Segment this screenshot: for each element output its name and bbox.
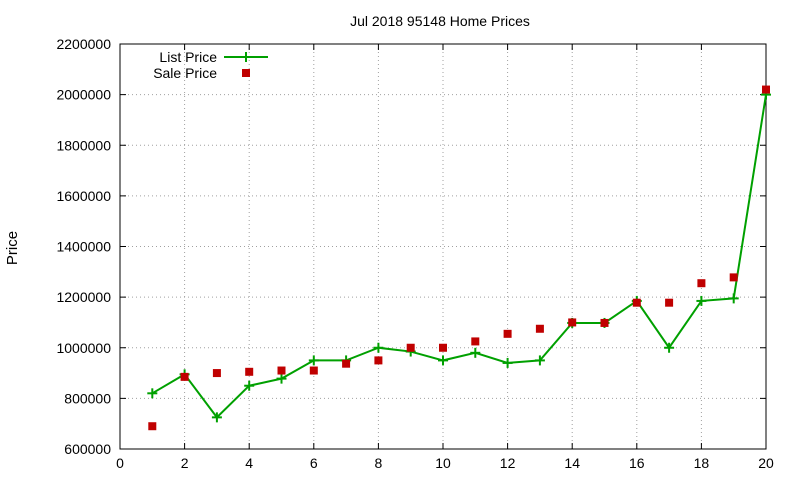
data-point xyxy=(697,279,706,288)
y-tick-label: 2200000 xyxy=(56,36,111,52)
x-tick-label: 10 xyxy=(435,455,451,471)
data-point xyxy=(762,85,770,94)
y-tick-label: 600000 xyxy=(64,441,111,457)
data-point xyxy=(276,373,287,384)
data-point xyxy=(374,356,383,365)
data-point xyxy=(245,367,254,376)
grid xyxy=(120,44,766,449)
data-point xyxy=(439,343,447,352)
data-point xyxy=(632,298,641,307)
data-point xyxy=(600,318,609,327)
y-tick-label: 1800000 xyxy=(56,137,111,153)
data-point xyxy=(470,347,481,358)
data-point xyxy=(309,366,318,375)
data-point xyxy=(535,324,544,333)
x-tick-label: 20 xyxy=(758,455,774,471)
x-tick-label: 18 xyxy=(694,455,710,471)
x-tick-label: 16 xyxy=(629,455,645,471)
x-tick-label: 6 xyxy=(310,455,318,471)
x-tick-label: 14 xyxy=(564,455,580,471)
y-axis-label: Price xyxy=(4,231,21,265)
data-point xyxy=(502,357,513,368)
x-tick-label: 0 xyxy=(116,455,124,471)
data-point xyxy=(696,295,707,306)
y-tick-label: 2000000 xyxy=(56,87,111,103)
series xyxy=(147,85,771,431)
data-point xyxy=(147,388,158,399)
data-point xyxy=(406,343,415,352)
data-point xyxy=(664,342,675,353)
series-line xyxy=(151,94,767,419)
series-list-price xyxy=(147,89,771,423)
y-tick-label: 1200000 xyxy=(56,289,111,305)
legend-label: List Price xyxy=(159,49,217,65)
y-tick-label: 1600000 xyxy=(56,188,111,204)
data-point xyxy=(212,369,221,378)
data-point xyxy=(342,359,351,368)
data-point xyxy=(503,329,512,338)
data-point xyxy=(277,366,286,375)
data-point xyxy=(148,422,157,431)
y-tick-label: 1000000 xyxy=(56,340,111,356)
data-point xyxy=(211,412,222,423)
y-tick-label: 800000 xyxy=(64,390,111,406)
x-tick-label: 8 xyxy=(375,455,383,471)
x-tick-label: 2 xyxy=(181,455,189,471)
chart-title: Jul 2018 95148 Home Prices xyxy=(350,13,530,29)
data-point xyxy=(308,355,319,366)
data-point xyxy=(568,318,577,327)
data-point xyxy=(534,355,545,366)
y-tick-label: 1400000 xyxy=(56,239,111,255)
data-point xyxy=(728,293,739,304)
data-point xyxy=(244,380,255,391)
x-tick-label: 12 xyxy=(500,455,516,471)
data-point xyxy=(180,372,189,381)
data-point xyxy=(471,337,480,346)
data-point xyxy=(373,342,384,353)
legend-square-swatch xyxy=(242,69,250,77)
data-point xyxy=(729,273,738,282)
legend-label: Sale Price xyxy=(153,65,217,81)
data-point xyxy=(438,355,448,366)
legend-plus-swatch xyxy=(241,52,251,62)
series-sale-price xyxy=(148,85,770,431)
data-point xyxy=(665,298,674,307)
tick-labels: 0 2 4 6 8 10 12 14 16 18 20 600000 800000 1000000 1200… xyxy=(56,36,774,471)
x-tick-label: 4 xyxy=(245,455,253,471)
